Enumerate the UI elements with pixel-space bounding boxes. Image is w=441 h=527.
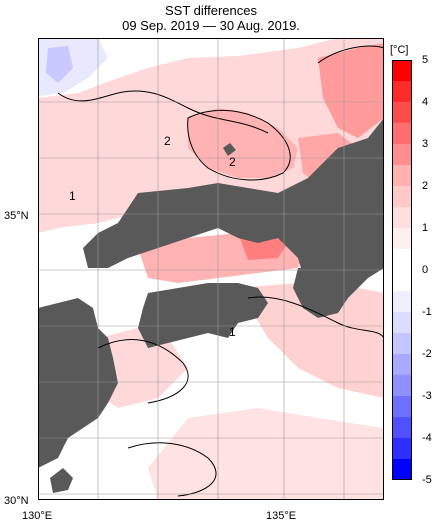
colorbar-tick-label: 0 <box>422 264 429 276</box>
sst-map: 2 2 1 1 <box>38 38 385 500</box>
colorbar-unit: [°C] <box>390 44 409 56</box>
colorbar-band <box>392 291 412 313</box>
colorbar-tick-label: -3 <box>422 390 432 402</box>
warm-anomaly-south-2 <box>238 283 384 398</box>
contour-line <box>57 90 269 134</box>
colorbar-tick-label: -2 <box>422 348 432 360</box>
warm-anomaly-south-3 <box>148 408 384 500</box>
map-frame <box>38 38 384 500</box>
colorbar-band <box>392 144 412 166</box>
colorbar-band <box>392 228 412 250</box>
colorbar-band <box>392 438 412 460</box>
colorbar-band <box>392 417 412 439</box>
lat-label-35n: 35°N <box>4 210 29 222</box>
contour-line <box>317 45 385 64</box>
map-title: SST differences <box>164 3 257 18</box>
colorbar-band <box>392 354 412 376</box>
colorbar-band <box>392 375 412 397</box>
land-shikoku <box>138 283 268 348</box>
contour-line <box>127 442 217 497</box>
sst-map-svg: 2 2 1 1 <box>38 38 385 500</box>
land-island-south <box>50 468 73 493</box>
colorbar-band <box>392 81 412 103</box>
colorbar-band <box>392 396 412 418</box>
colorbar-band <box>392 312 412 334</box>
map-grid <box>38 38 384 500</box>
land-honshu <box>83 118 384 308</box>
contour-line <box>97 339 189 404</box>
lat-label-30n: 30°N <box>4 495 29 507</box>
colorbar-band <box>392 123 412 145</box>
lon-label-130e: 130°E <box>22 510 53 522</box>
land-island-oki <box>223 143 236 156</box>
warm-anomaly-patch-2 <box>318 43 384 138</box>
colorbar-band <box>392 186 412 208</box>
contour-line <box>247 296 385 339</box>
colorbar-band <box>392 60 412 82</box>
map-date-range: 09 Sep. 2019 — 30 Aug. 2019. <box>122 18 300 33</box>
colorbar-tick-label: 3 <box>422 138 429 150</box>
colorbar-band <box>392 102 412 124</box>
colorbar-tick-label: 5 <box>422 54 429 66</box>
colorbar-tick-label: -1 <box>422 306 432 318</box>
contour-label: 2 <box>164 134 171 148</box>
colorbar-band <box>392 333 412 355</box>
colorbar-tick-label: 2 <box>422 180 429 192</box>
colorbar-band <box>392 207 412 229</box>
cold-anomaly-nw-core <box>46 46 73 83</box>
contour-label: 2 <box>229 155 236 169</box>
contour-label: 1 <box>69 189 76 203</box>
colorbar-tick-label: -4 <box>422 432 432 444</box>
colorbar-tick-label: 4 <box>422 96 429 108</box>
colorbar-band <box>392 459 412 480</box>
colorbar-band <box>392 270 412 292</box>
colorbar-tick-label: 1 <box>422 222 429 234</box>
colorbar-band <box>392 249 412 271</box>
colorbar-band <box>392 165 412 187</box>
lon-label-135e: 135°E <box>266 510 297 522</box>
colorbar-tick-label: -5 <box>422 474 432 486</box>
contour-label: 1 <box>229 325 236 339</box>
contour-line <box>187 109 291 181</box>
land-kii-peninsula <box>293 268 348 318</box>
colorbar <box>392 60 412 480</box>
